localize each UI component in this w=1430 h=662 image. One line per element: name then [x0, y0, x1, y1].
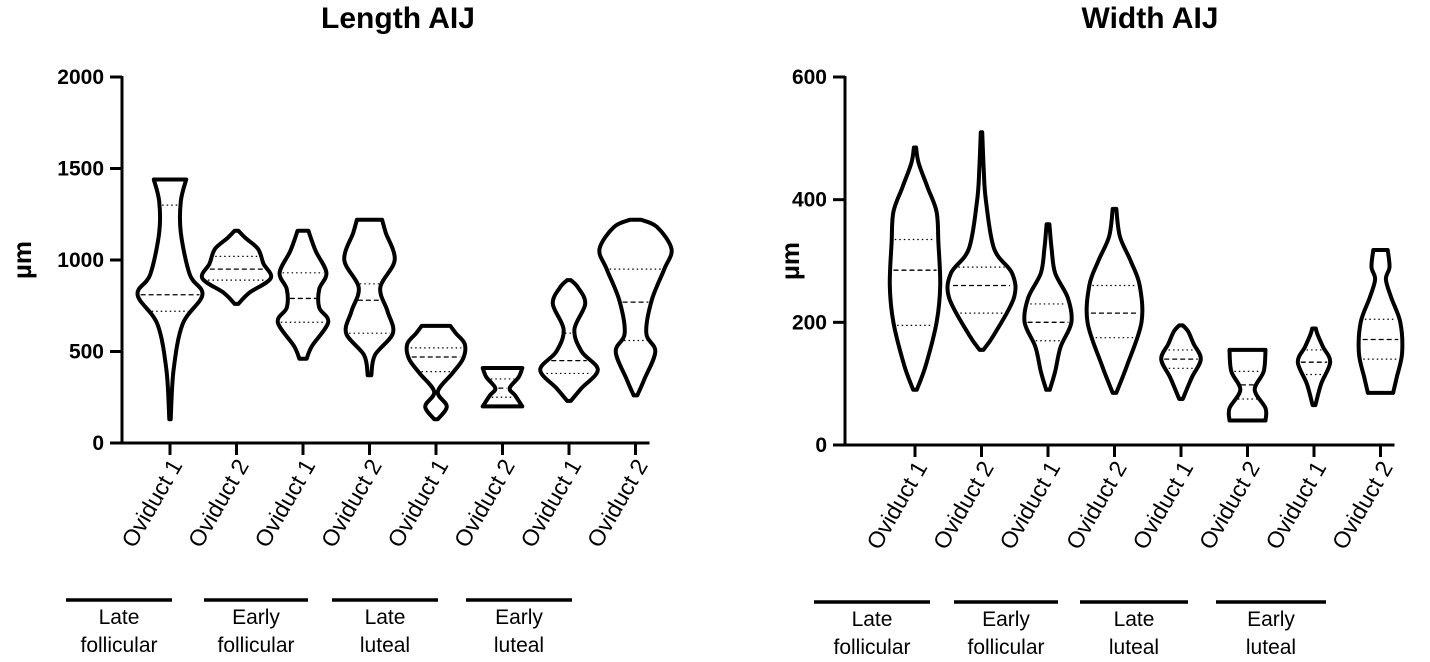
y-tick-label: 500 [69, 341, 104, 364]
violin-shape [1084, 206, 1145, 395]
violin-shape [135, 177, 205, 422]
group-label-line1: Early [1247, 608, 1295, 631]
x-category-label: Oviduct 2 [316, 455, 387, 552]
y-tick-label: 600 [792, 66, 827, 89]
x-category-label: Oviduct 1 [382, 455, 453, 552]
group-label-line2: follicular [833, 636, 910, 659]
violin-shape [1356, 248, 1405, 395]
violin-shape [1022, 222, 1074, 392]
violin-shape [945, 130, 1018, 352]
violin-shape [275, 228, 331, 361]
group-label-line1: Late [852, 608, 893, 631]
y-axis-label: µm [7, 241, 37, 279]
group-label-line2: luteal [494, 634, 544, 657]
y-tick-label: 1500 [57, 158, 104, 181]
group-label-line2: luteal [1246, 636, 1296, 659]
y-axis-label: µm [775, 242, 805, 280]
group-label-line2: luteal [1109, 636, 1159, 659]
y-tick-label: 200 [792, 311, 827, 334]
violin-shape [199, 228, 274, 306]
violin-shape [1295, 326, 1333, 408]
x-category-label: Oviduct 1 [116, 455, 187, 552]
x-category-label: Oviduct 2 [1327, 457, 1398, 554]
chart-title: Length AIJ [321, 2, 475, 35]
y-tick-label: 1000 [57, 249, 104, 272]
group-label-line2: luteal [360, 634, 410, 657]
group-label-line2: follicular [217, 634, 294, 657]
violin-shape [342, 217, 397, 378]
violin-shape [1159, 323, 1203, 401]
y-tick-label: 0 [815, 434, 827, 457]
x-category-label: Oviduct 1 [1127, 457, 1198, 554]
x-category-label: Oviduct 2 [183, 455, 254, 552]
x-category-label: Oviduct 2 [1194, 457, 1265, 554]
violin-shape [538, 278, 600, 403]
group-label-line2: follicular [80, 634, 157, 657]
group-label-line1: Early [232, 606, 280, 629]
group-label-line1: Late [1114, 608, 1155, 631]
x-category-label: Oviduct 2 [449, 455, 520, 552]
x-category-label: Oviduct 1 [249, 455, 320, 552]
group-label-line1: Early [495, 606, 543, 629]
violin-shape [887, 145, 943, 392]
x-category-label: Oviduct 1 [861, 457, 932, 554]
x-category-label: Oviduct 1 [515, 455, 586, 552]
group-label-line1: Late [99, 606, 140, 629]
x-category-label: Oviduct 2 [1061, 457, 1132, 554]
y-tick-label: 2000 [57, 66, 104, 89]
x-category-label: Oviduct 2 [928, 457, 999, 554]
group-label-line1: Late [365, 606, 406, 629]
violin-shape [1226, 347, 1269, 423]
violin-shape [480, 366, 525, 409]
chart-title: Width AIJ [1082, 2, 1219, 35]
x-category-label: Oviduct 2 [582, 455, 653, 552]
x-category-label: Oviduct 1 [1260, 457, 1331, 554]
group-label-line1: Early [982, 608, 1030, 631]
y-tick-label: 0 [92, 432, 104, 455]
y-tick-label: 400 [792, 189, 827, 212]
violin-shape [404, 323, 468, 422]
violin-shape [597, 217, 674, 398]
group-label-line2: follicular [967, 636, 1044, 659]
x-category-label: Oviduct 1 [994, 457, 1065, 554]
